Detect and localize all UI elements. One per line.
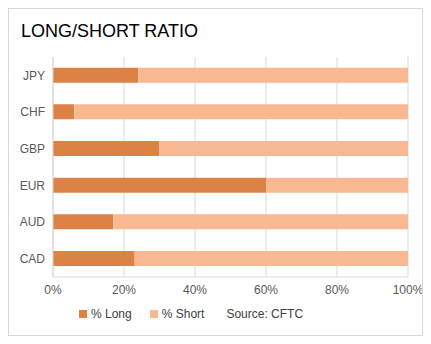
html-text:% Long: % Long: [91, 307, 132, 321]
svg-text:40%: 40%: [183, 283, 207, 297]
svg-text:0%: 0%: [44, 283, 62, 297]
svg-text:80%: 80%: [325, 283, 349, 297]
html-text:% Short: % Short: [161, 307, 205, 321]
svg-text:GBP: GBP: [20, 142, 45, 156]
svg-text:CHF: CHF: [20, 105, 45, 119]
svg-text:100%: 100%: [393, 283, 422, 297]
svg-text:EUR: EUR: [20, 179, 46, 193]
svg-text:AUD: AUD: [20, 215, 46, 229]
html-text:LONG/SHORT RATIO: LONG/SHORT RATIO: [21, 21, 198, 41]
svg-text:20%: 20%: [112, 283, 136, 297]
svg-text:60%: 60%: [254, 283, 278, 297]
svg-text:CAD: CAD: [20, 252, 46, 266]
html-text:Source: CFTC: Source: CFTC: [226, 307, 304, 321]
svg-text:JPY: JPY: [23, 69, 45, 83]
